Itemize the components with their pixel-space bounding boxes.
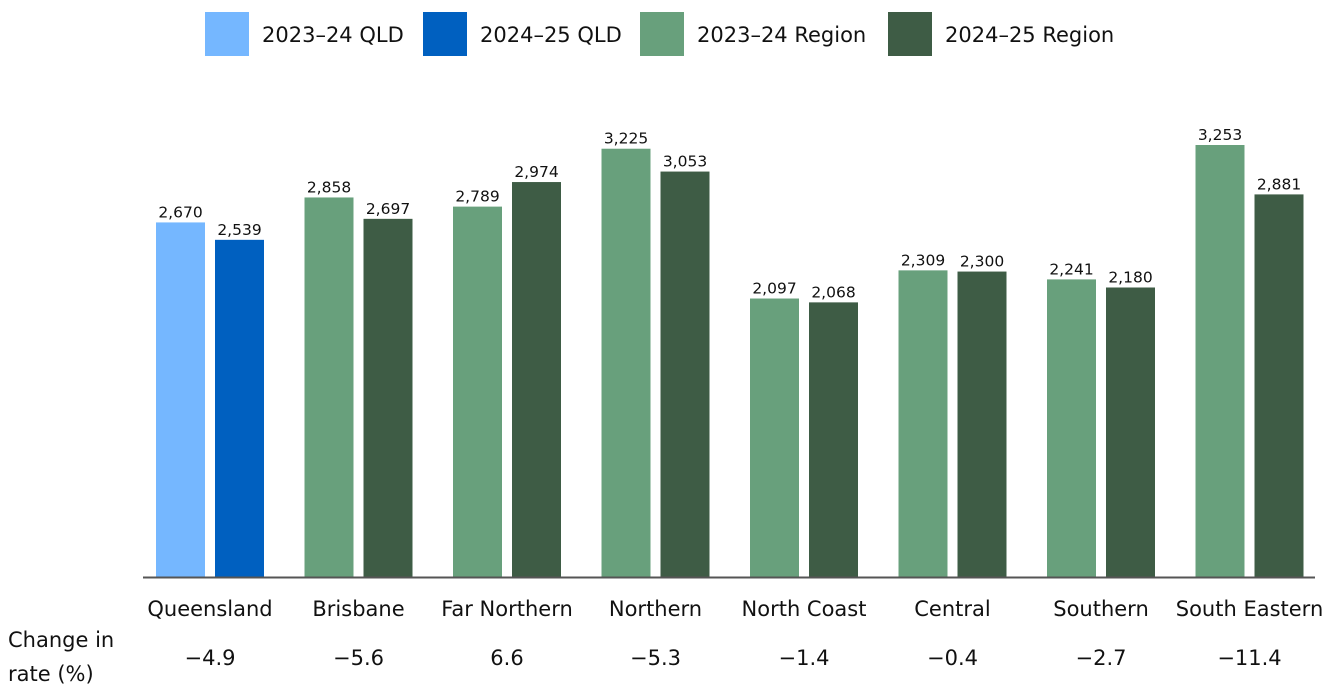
change-value: −0.4 bbox=[927, 646, 978, 670]
category-label: Central bbox=[914, 597, 990, 621]
category-label: Southern bbox=[1053, 597, 1149, 621]
legend-label: 2023–24 QLD bbox=[262, 23, 404, 47]
bar-2023-24 bbox=[898, 270, 948, 577]
data-label: 2,881 bbox=[1257, 175, 1301, 193]
bar-2024-25 bbox=[660, 171, 710, 577]
bar-2024-25 bbox=[363, 218, 413, 577]
legend-swatch bbox=[888, 12, 932, 56]
data-label: 2,097 bbox=[752, 280, 796, 298]
legend-swatch bbox=[205, 12, 249, 56]
change-value: −5.6 bbox=[333, 646, 384, 670]
category-label: Far Northern bbox=[441, 597, 573, 621]
legend-item: 2024–25 QLD bbox=[423, 12, 622, 56]
legend-swatch bbox=[423, 12, 467, 56]
change-value: −11.4 bbox=[1217, 646, 1281, 670]
data-label: 2,670 bbox=[158, 203, 202, 221]
bar-2024-25 bbox=[957, 271, 1007, 577]
legend-label: 2024–25 Region bbox=[945, 23, 1114, 47]
bar-2023-24 bbox=[1047, 279, 1096, 577]
change-value: −5.3 bbox=[630, 646, 681, 670]
bar-2023-24 bbox=[1195, 145, 1245, 577]
bar-2023-24 bbox=[453, 206, 502, 577]
change-value: −4.9 bbox=[185, 646, 236, 670]
bar-2024-25 bbox=[809, 302, 858, 577]
change-value: 6.6 bbox=[490, 646, 523, 670]
category-labels: Queensland Brisbane Far Northern Northern No… bbox=[147, 597, 1323, 621]
bar-2024-25 bbox=[1106, 287, 1155, 577]
bar-2023-24 bbox=[304, 197, 354, 578]
legend-label: 2023–24 Region bbox=[697, 23, 866, 47]
bar-2023-24 bbox=[750, 298, 799, 577]
legend-label: 2024–25 QLD bbox=[480, 23, 622, 47]
legend-item: 2024–25 Region bbox=[888, 12, 1114, 56]
category-label: Brisbane bbox=[312, 597, 404, 621]
data-label: 2,300 bbox=[960, 253, 1004, 271]
change-value: −2.7 bbox=[1076, 646, 1127, 670]
bar-2024-25 bbox=[1254, 194, 1304, 577]
data-label: 3,253 bbox=[1198, 126, 1242, 144]
change-values: −4.9 −5.6 6.6 −5.3 −1.4 −0.4 −2.7 −11.4 bbox=[185, 646, 1282, 670]
data-label: 3,225 bbox=[604, 130, 648, 148]
change-row-label-line2: rate (%) bbox=[8, 662, 94, 686]
data-label: 3,053 bbox=[663, 153, 707, 171]
category-label: Queensland bbox=[147, 597, 272, 621]
legend-item: 2023–24 QLD bbox=[205, 12, 404, 56]
bar-2024-25 bbox=[512, 182, 561, 577]
bars-group: 2,670 2,539 2,858 2,697 2,789 2,974 3,225 3,053… bbox=[156, 126, 1304, 578]
category-label: North Coast bbox=[742, 597, 867, 621]
legend-item: 2023–24 Region bbox=[640, 12, 866, 56]
change-value: −1.4 bbox=[779, 646, 830, 670]
bar-2024-25 bbox=[215, 239, 264, 577]
data-label: 2,241 bbox=[1049, 260, 1093, 278]
change-row-label-line1: Change in bbox=[8, 628, 114, 652]
data-label: 2,309 bbox=[901, 251, 945, 269]
category-label: South Eastern bbox=[1176, 597, 1324, 621]
legend: 2023–24 QLD 2024–25 QLD 2023–24 Region 2024… bbox=[205, 12, 1114, 56]
data-label: 2,068 bbox=[811, 283, 855, 301]
data-label: 2,858 bbox=[307, 178, 351, 196]
data-label: 2,539 bbox=[217, 221, 261, 239]
bar-2023-24 bbox=[156, 222, 205, 578]
data-label: 2,974 bbox=[514, 163, 558, 181]
bar-2023-24 bbox=[601, 148, 651, 577]
category-label: Northern bbox=[609, 597, 702, 621]
data-label: 2,180 bbox=[1108, 268, 1152, 286]
data-label: 2,697 bbox=[366, 200, 410, 218]
data-label: 2,789 bbox=[455, 188, 499, 206]
legend-swatch bbox=[640, 12, 684, 56]
